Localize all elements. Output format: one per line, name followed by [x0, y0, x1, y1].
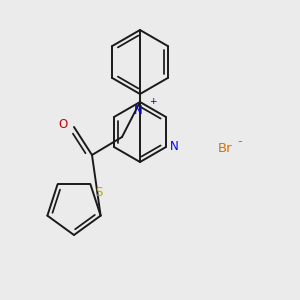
Text: N: N — [134, 104, 142, 117]
Text: N: N — [170, 140, 179, 154]
Text: O: O — [59, 118, 68, 131]
Text: S: S — [95, 186, 103, 199]
Text: Br: Br — [218, 142, 232, 154]
Text: +: + — [149, 97, 157, 106]
Text: -: - — [237, 136, 242, 148]
